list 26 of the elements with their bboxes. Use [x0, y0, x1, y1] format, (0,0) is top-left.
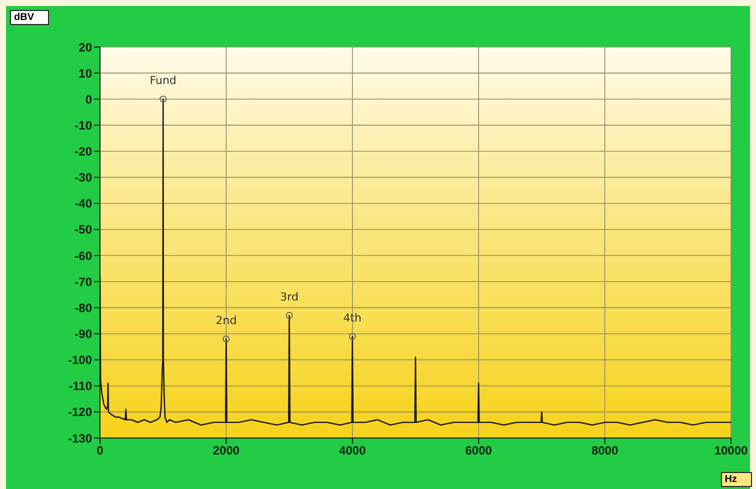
- x-tick-label: 8000: [591, 444, 618, 458]
- y-tick-label: 10: [78, 66, 92, 80]
- y-tick-label: -50: [74, 222, 92, 237]
- y-axis-title: dBV: [10, 10, 49, 25]
- annotation: 3rd: [280, 290, 298, 304]
- y-tick-label: -30: [74, 170, 92, 185]
- y-tick-label: -40: [74, 196, 92, 211]
- y-tick-label: -110: [68, 379, 92, 394]
- y-tick-label: -90: [74, 326, 92, 341]
- x-tick-label: 6000: [465, 444, 492, 458]
- y-tick-label: -100: [68, 353, 92, 368]
- y-tick-label: -130: [68, 431, 92, 446]
- y-tick-label: -80: [74, 300, 92, 315]
- x-tick-label: 10000: [714, 444, 748, 458]
- annotation: Fund: [150, 74, 176, 88]
- x-tick-label: 2000: [212, 444, 240, 458]
- y-tick-label: -70: [74, 274, 92, 289]
- y-tick-label: -10: [74, 118, 92, 132]
- y-tick-label: -60: [74, 248, 92, 263]
- y-tick-label: -20: [74, 144, 92, 159]
- x-axis-title: Hz: [720, 472, 752, 487]
- y-tick-label: 0: [85, 92, 92, 106]
- y-tick-label: -120: [68, 405, 92, 420]
- y-tick-label: 20: [78, 40, 92, 54]
- x-tick-label: 4000: [339, 444, 366, 458]
- x-tick-label: 0: [96, 444, 104, 458]
